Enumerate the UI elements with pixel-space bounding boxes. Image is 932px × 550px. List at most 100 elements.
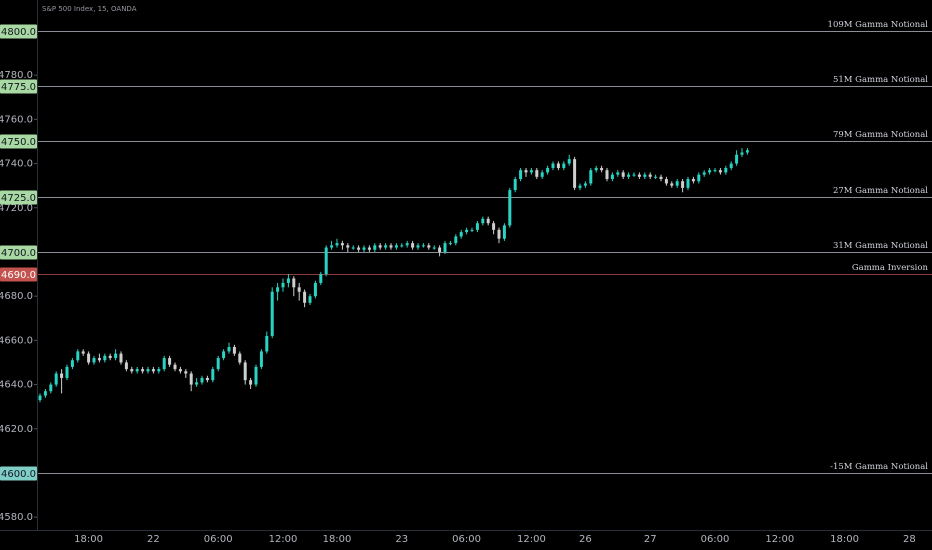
x-tick-label: 12:00 xyxy=(517,534,546,545)
candle-body xyxy=(119,353,123,363)
candle-body xyxy=(70,360,74,367)
candle-body xyxy=(567,159,571,164)
level-badge-label: 4750.0 xyxy=(1,137,36,148)
y-tick-label: 4580.0 xyxy=(0,512,33,523)
candle-body xyxy=(735,154,739,164)
candle-body xyxy=(740,152,744,155)
level-badge-label: 4775.0 xyxy=(1,82,36,93)
candle-body xyxy=(49,384,53,392)
candle-body xyxy=(43,391,47,396)
y-tick-label: 4680.0 xyxy=(0,291,33,302)
candle-body xyxy=(276,287,280,292)
candle-body xyxy=(178,369,182,372)
candle-body xyxy=(243,362,247,381)
candle-body xyxy=(124,362,128,370)
candle-body xyxy=(583,183,587,186)
candle-body xyxy=(292,278,296,288)
candle-body xyxy=(524,170,528,173)
candle-body xyxy=(594,167,598,171)
candle-body xyxy=(400,245,404,247)
candle-body xyxy=(65,366,69,378)
candle-body xyxy=(54,373,58,385)
y-tick-label: 4620.0 xyxy=(0,424,33,435)
candle-body xyxy=(92,358,96,363)
candle-body xyxy=(627,174,631,177)
candle-body xyxy=(130,369,134,372)
candle-body xyxy=(200,377,204,383)
candle-body xyxy=(259,351,263,367)
candle-body xyxy=(227,346,231,352)
candle-body xyxy=(60,373,64,378)
candle-body xyxy=(313,282,317,297)
candle-body xyxy=(340,243,344,246)
candle-body xyxy=(535,170,539,177)
candle-body xyxy=(357,247,361,250)
candle-body xyxy=(616,172,620,175)
candle-body xyxy=(97,358,101,361)
candle-body xyxy=(492,223,496,230)
level-badge xyxy=(0,134,37,149)
candle-body xyxy=(556,163,560,168)
candle-body xyxy=(238,353,242,363)
candle-body xyxy=(108,355,112,359)
x-tick-label: 06:00 xyxy=(701,534,730,545)
candle-body xyxy=(286,278,290,283)
x-tick-label: 12:00 xyxy=(765,534,794,545)
candle-body xyxy=(168,358,172,365)
x-tick-label: 27 xyxy=(644,534,657,545)
candle-body xyxy=(103,355,107,361)
candle-body xyxy=(443,243,447,252)
level-badge-label: 4800.0 xyxy=(1,27,36,38)
candle-body xyxy=(513,179,517,191)
level-badge-label: 4725.0 xyxy=(1,193,36,204)
candle-body xyxy=(432,247,436,249)
candle-body xyxy=(373,245,377,250)
candle-body xyxy=(270,291,274,336)
candle-body xyxy=(686,179,690,188)
candle-body xyxy=(394,245,398,248)
candle-body xyxy=(465,229,469,233)
candle-body xyxy=(589,170,593,184)
candle-body xyxy=(562,163,566,168)
candle-body xyxy=(497,229,501,239)
level-text: 79M Gamma Notional xyxy=(833,130,928,140)
candle-body xyxy=(297,287,301,292)
candle-body xyxy=(151,369,155,372)
candle-body xyxy=(308,296,312,303)
candle-body xyxy=(481,218,485,224)
level-badge-label: 4700.0 xyxy=(1,248,36,259)
x-tick-label: 18:00 xyxy=(74,534,103,545)
candle-body xyxy=(38,395,42,401)
candle-body xyxy=(195,382,199,385)
level-text: Gamma Inversion xyxy=(852,263,929,273)
candle-body xyxy=(222,351,226,359)
x-tick-label: 18:00 xyxy=(323,534,352,545)
candle-body xyxy=(697,174,701,182)
candle-body xyxy=(546,167,550,173)
candle-body xyxy=(216,358,220,370)
y-tick-label: 4660.0 xyxy=(0,335,33,346)
y-tick-label: 4740.0 xyxy=(0,159,33,170)
candle-body xyxy=(470,229,474,231)
x-tick-label: 23 xyxy=(395,534,408,545)
candle-body xyxy=(713,170,717,172)
candle-body xyxy=(578,185,582,188)
y-tick-label: 4780.0 xyxy=(0,70,33,81)
x-tick-label: 26 xyxy=(579,534,592,545)
candle-body xyxy=(416,245,420,248)
candle-body xyxy=(114,353,118,359)
candle-body xyxy=(502,225,506,239)
candle-body xyxy=(691,179,695,182)
x-tick-label: 06:00 xyxy=(452,534,481,545)
candle-body xyxy=(708,170,712,173)
candle-body xyxy=(135,369,139,372)
candle-body xyxy=(378,245,382,248)
candle-body xyxy=(729,163,733,168)
level-badge-label: 4600.0 xyxy=(1,469,36,480)
candle-body xyxy=(254,366,258,385)
y-tick-label: 4640.0 xyxy=(0,380,33,391)
candle-body xyxy=(648,174,652,177)
x-tick-label: 28 xyxy=(903,534,916,545)
candle-body xyxy=(330,245,334,248)
